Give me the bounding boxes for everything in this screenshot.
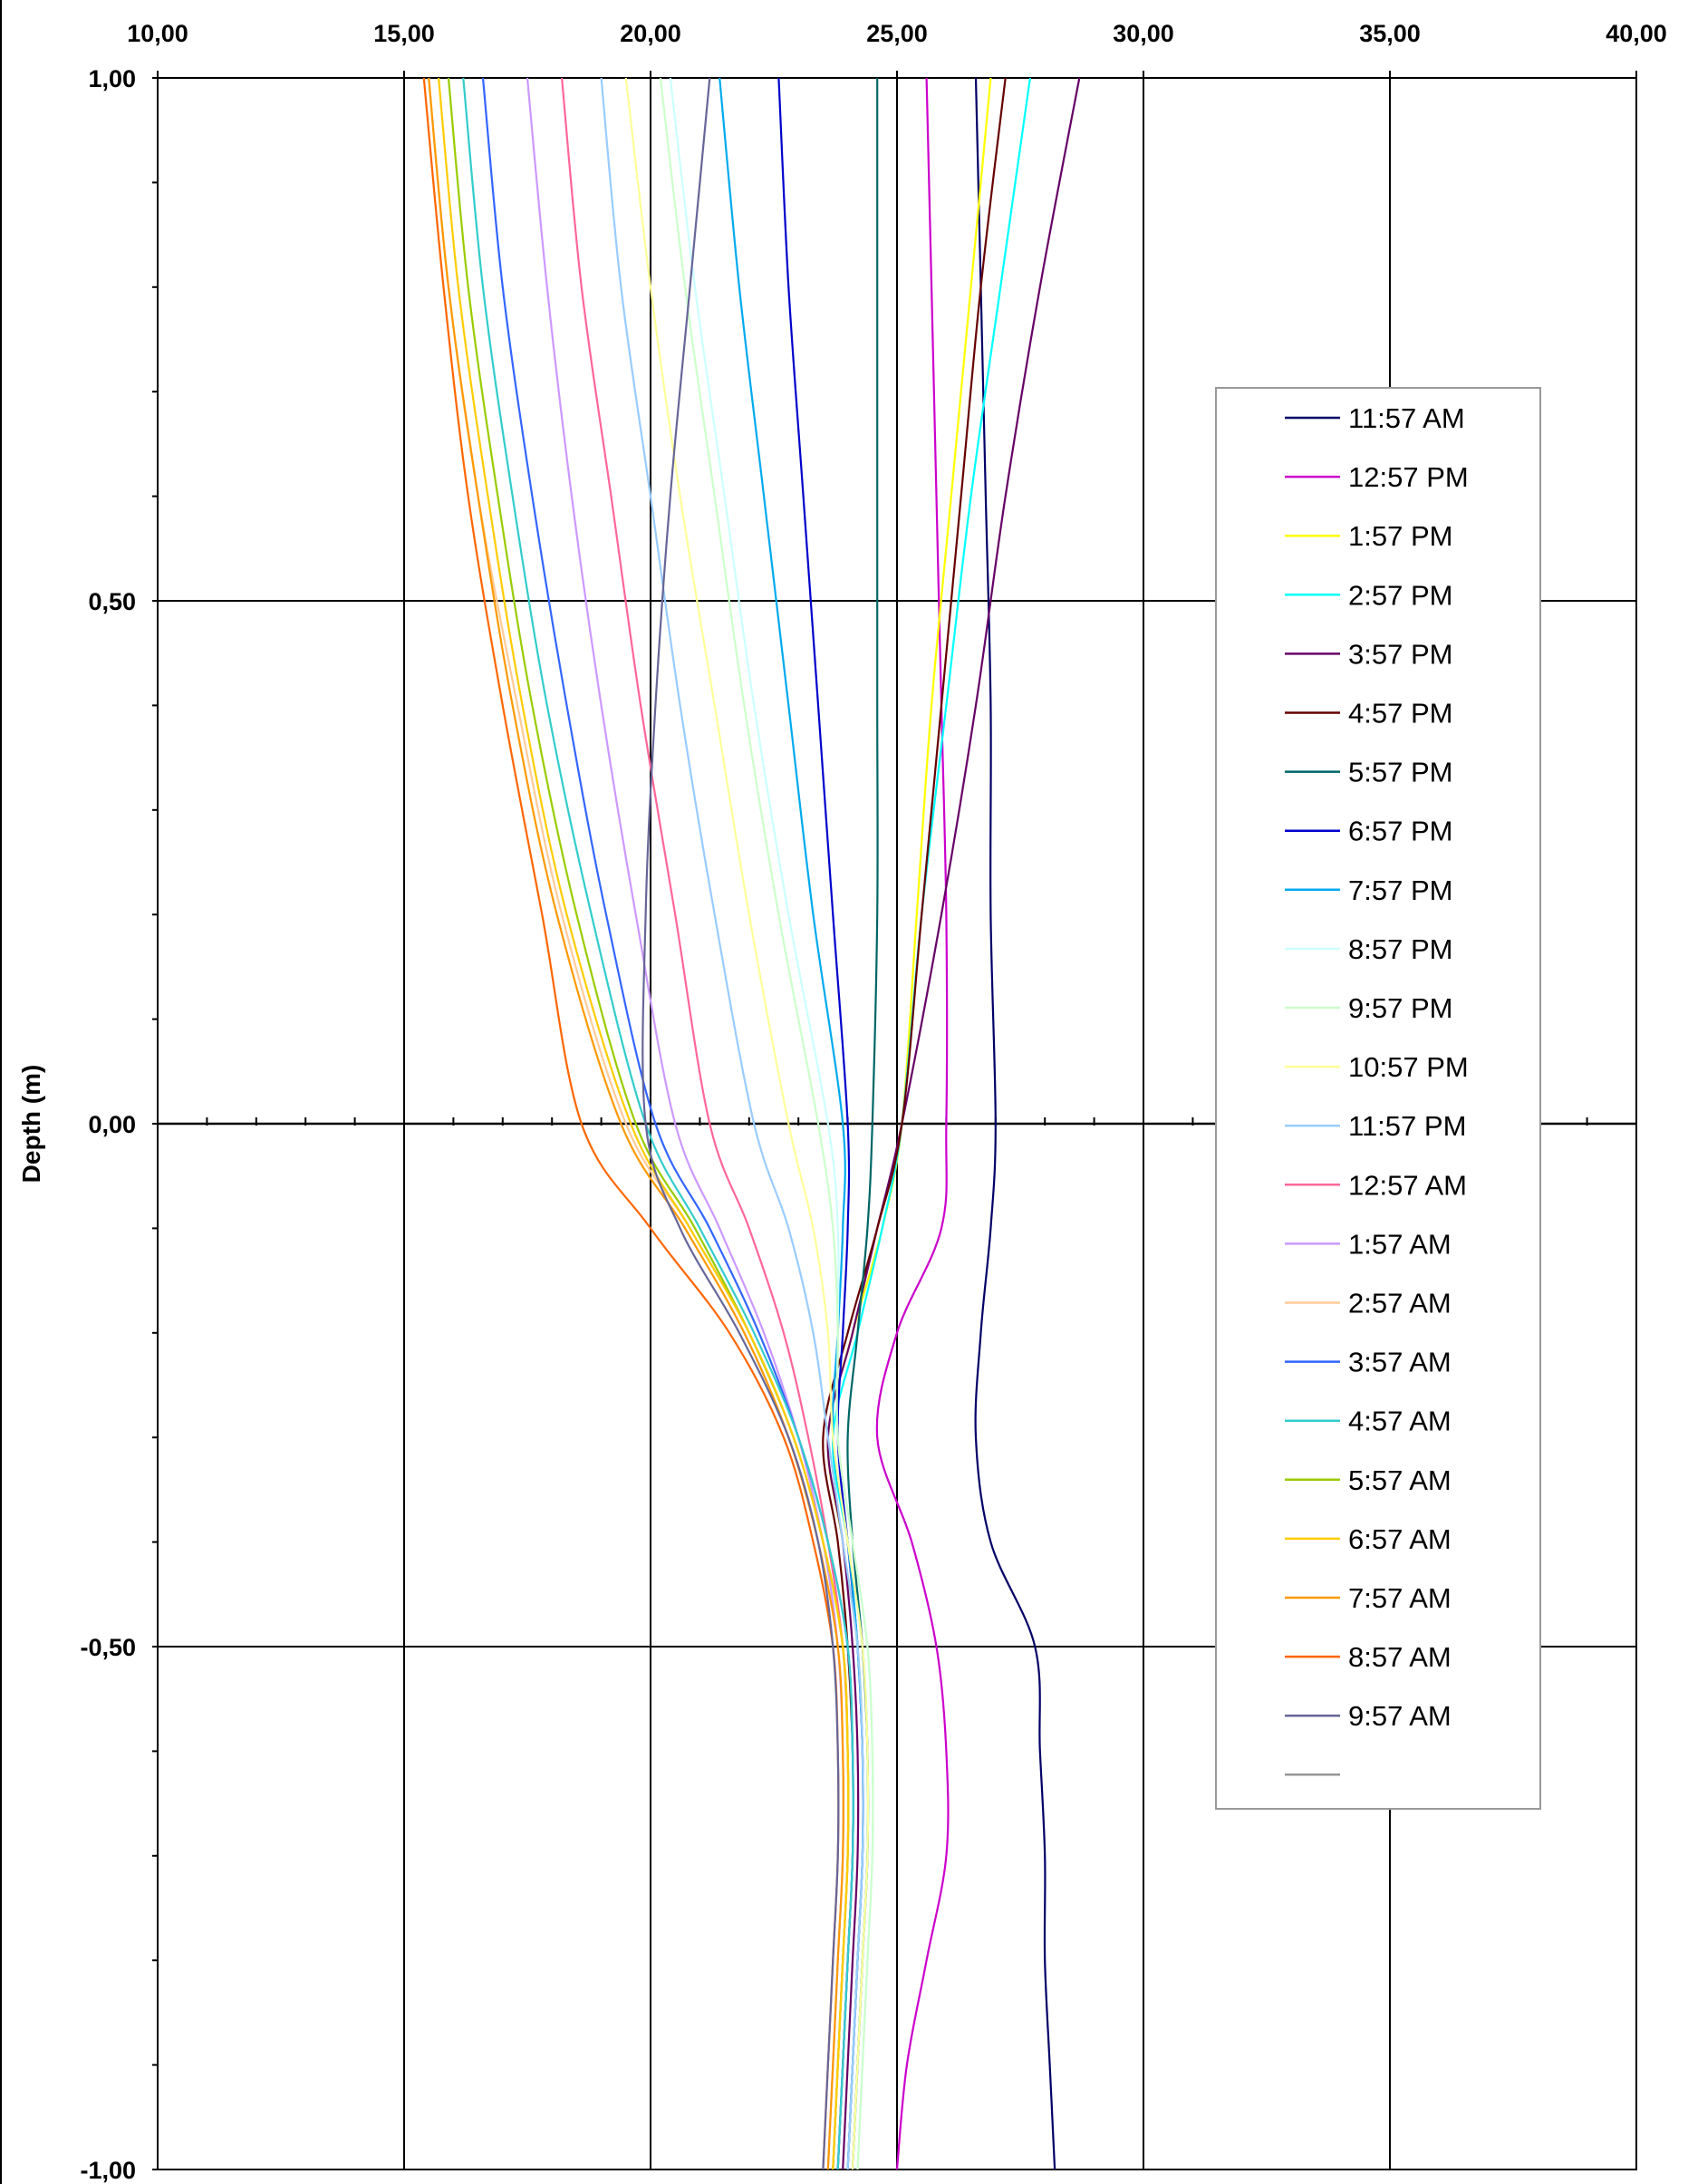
series-line-4 <box>826 77 1081 2170</box>
series-line-0 <box>974 77 1056 2170</box>
x-tick-label: 30,00 <box>1113 20 1174 47</box>
series-line-17 <box>462 77 854 2170</box>
y-tick-label: 0,50 <box>88 588 136 615</box>
y-axis-title: Depth (m) <box>17 1065 45 1184</box>
legend-label-10: 9:57 PM <box>1348 992 1452 1024</box>
legend-label-4: 3:57 PM <box>1348 638 1452 670</box>
legend-label-16: 3:57 AM <box>1348 1347 1452 1378</box>
legend-label-1: 12:57 PM <box>1348 461 1469 493</box>
legend-label-17: 4:57 AM <box>1348 1406 1452 1437</box>
legend-label-3: 2:57 PM <box>1348 579 1452 611</box>
legend-label-20: 7:57 AM <box>1348 1582 1452 1614</box>
series-line-1 <box>875 77 950 2170</box>
series-line-22 <box>641 77 840 2170</box>
legend-label-11: 10:57 PM <box>1348 1051 1469 1083</box>
legend-label-8: 7:57 PM <box>1348 875 1452 906</box>
series-line-12 <box>600 77 864 2170</box>
series-lines <box>422 77 1081 2170</box>
x-tick-label: 40,00 <box>1606 20 1667 47</box>
x-tick-label: 15,00 <box>373 20 435 47</box>
series-line-20 <box>428 77 844 2170</box>
legend-label-21: 8:57 AM <box>1348 1641 1452 1673</box>
x-tick-label: 35,00 <box>1359 20 1421 47</box>
legend-label-0: 11:57 AM <box>1348 402 1465 434</box>
legend-label-5: 4:57 PM <box>1348 698 1452 730</box>
legend-label-19: 6:57 AM <box>1348 1523 1452 1555</box>
legend-label-2: 1:57 PM <box>1348 520 1452 552</box>
legend-label-7: 6:57 PM <box>1348 816 1452 847</box>
legend-label-15: 2:57 AM <box>1348 1288 1452 1319</box>
legend-label-6: 5:57 PM <box>1348 757 1452 788</box>
y-tick-label: 0,00 <box>88 1111 136 1138</box>
series-line-11 <box>624 77 870 2170</box>
legend-box <box>1215 387 1541 1810</box>
y-tick-label: -0,50 <box>80 1634 136 1661</box>
legend-label-14: 1:57 AM <box>1348 1228 1452 1260</box>
x-tick-label: 10,00 <box>127 20 188 47</box>
legend: 11:57 AM 12:57 PM 1:57 PM 2:57 PM 3:57 PM 4:5… <box>1215 387 1541 1810</box>
legend-label-12: 11:57 PM <box>1348 1110 1466 1142</box>
legend-label-22: 9:57 AM <box>1348 1700 1452 1732</box>
y-tick-label: -1,00 <box>80 2157 136 2184</box>
legend-label-18: 5:57 AM <box>1348 1464 1452 1496</box>
legend-label-9: 8:57 PM <box>1348 933 1452 965</box>
series-line-10 <box>659 77 874 2170</box>
legend-label-13: 12:57 AM <box>1348 1169 1467 1201</box>
series-line-19 <box>438 77 850 2170</box>
x-tick-label: 25,00 <box>866 20 928 47</box>
x-tick-label: 20,00 <box>620 20 681 47</box>
y-tick-label: 1,00 <box>88 65 136 92</box>
